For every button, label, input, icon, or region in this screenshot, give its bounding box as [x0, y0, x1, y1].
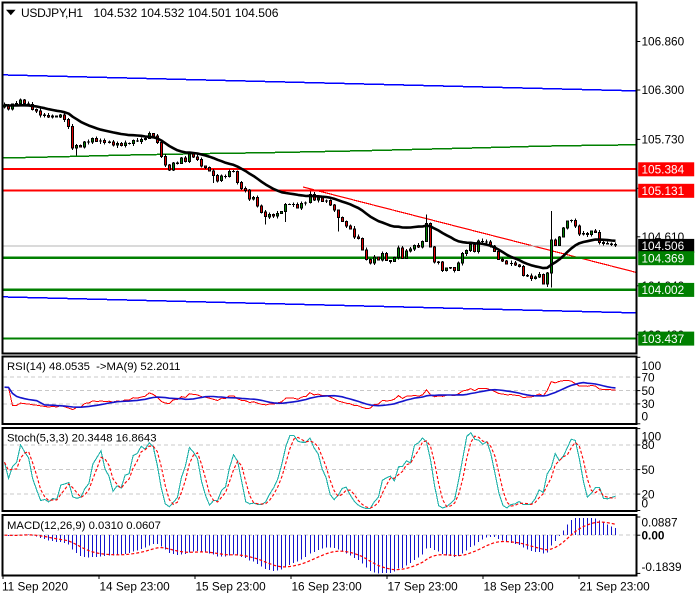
svg-text:16 Sep 23:00: 16 Sep 23:00	[292, 580, 363, 594]
svg-text:15 Sep 23:00: 15 Sep 23:00	[196, 580, 267, 594]
svg-text:21 Sep 23:00: 21 Sep 23:00	[580, 580, 651, 594]
svg-text:0: 0	[642, 409, 649, 423]
svg-text:103.437: 103.437	[642, 332, 685, 346]
svg-text:0.00: 0.00	[642, 528, 665, 542]
svg-text:RSI(14) 48.0535 ->MA(9) 52.20: RSI(14) 48.0535 ->MA(9) 52.2011	[7, 361, 180, 373]
svg-text:50: 50	[642, 384, 656, 398]
svg-text:104.369: 104.369	[642, 251, 685, 265]
svg-text:104.002: 104.002	[642, 283, 685, 297]
svg-text:104.506: 104.506	[642, 239, 685, 253]
svg-text:104.532 104.532 104.501 104.50: 104.532 104.532 104.501 104.506	[94, 6, 279, 20]
svg-text:0.0887: 0.0887	[642, 516, 678, 530]
svg-text:0: 0	[642, 497, 649, 511]
svg-text:17 Sep 23:00: 17 Sep 23:00	[388, 580, 459, 594]
svg-text:11 Sep 2020: 11 Sep 2020	[2, 580, 68, 594]
svg-text:80: 80	[642, 438, 656, 452]
svg-text:20: 20	[642, 487, 656, 501]
svg-text:14 Sep 23:00: 14 Sep 23:00	[100, 580, 171, 594]
svg-text:-0.1839: -0.1839	[642, 560, 682, 574]
svg-text:106.300: 106.300	[642, 83, 685, 97]
svg-text:Stoch(5,3,3) 20.3448 16.8643: Stoch(5,3,3) 20.3448 16.8643	[7, 433, 157, 445]
svg-text:USDJPY,H1: USDJPY,H1	[21, 6, 83, 20]
svg-text:100: 100	[642, 430, 662, 444]
svg-text:105.131: 105.131	[642, 184, 685, 198]
svg-text:30: 30	[642, 397, 656, 411]
svg-text:70: 70	[642, 370, 656, 384]
svg-text:MACD(12,26,9) 0.0310 0.0607: MACD(12,26,9) 0.0310 0.0607	[7, 520, 161, 532]
svg-text:105.384: 105.384	[642, 163, 685, 177]
svg-text:105.730: 105.730	[642, 133, 685, 147]
svg-text:50: 50	[642, 463, 656, 477]
svg-text:106.860: 106.860	[642, 35, 685, 49]
svg-text:18 Sep 23:00: 18 Sep 23:00	[484, 580, 555, 594]
svg-text:100: 100	[642, 359, 662, 373]
